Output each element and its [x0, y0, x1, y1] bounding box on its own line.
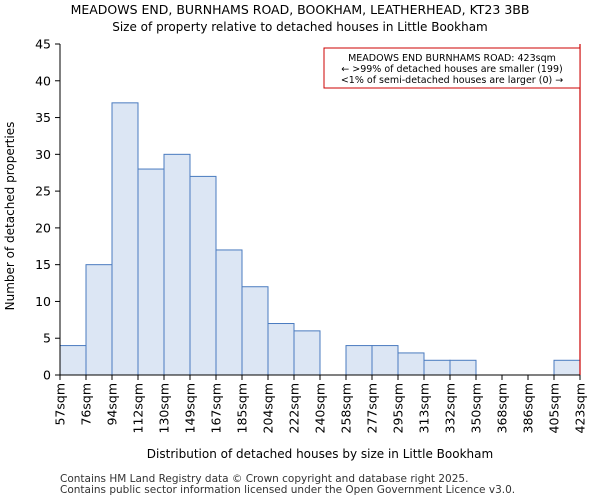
x-tick-label: 277sqm: [365, 383, 380, 433]
bar: [163, 153, 191, 376]
y-tick-label: 10: [35, 294, 51, 309]
y-tick-label: 5: [43, 331, 51, 346]
x-tick-label: 295sqm: [391, 383, 406, 433]
bar: [267, 323, 295, 376]
x-tick-label: 350sqm: [469, 383, 484, 433]
x-tick-label: 112sqm: [131, 383, 146, 433]
bar: [553, 359, 581, 376]
annotation-line-2: ← >99% of detached houses are smaller (1…: [341, 64, 562, 75]
bar: [189, 175, 217, 376]
x-tick-label: 258sqm: [339, 383, 354, 433]
footer-copyright: Contains HM Land Registry data © Crown c…: [60, 473, 469, 485]
bar: [111, 102, 139, 376]
bar: [449, 359, 477, 376]
y-tick-label: 30: [35, 147, 51, 162]
x-axis: 57sqm 76sqm 94sqm 112sqm 130sqm 149sqm 167sqm 1…: [53, 375, 588, 433]
chart-title: MEADOWS END, BURNHAMS ROAD, BOOKHAM, LEA…: [71, 2, 530, 17]
x-tick-label: 405sqm: [547, 383, 562, 433]
x-tick-label: 94sqm: [105, 383, 120, 426]
x-tick-label: 76sqm: [79, 383, 94, 426]
x-tick-label: 130sqm: [157, 383, 172, 433]
y-tick-label: 0: [43, 368, 51, 383]
y-tick-label: 25: [35, 184, 51, 199]
bar: [293, 330, 321, 376]
bar: [371, 345, 399, 376]
y-axis-label: Number of detached properties: [3, 122, 17, 311]
x-tick-label: 204sqm: [261, 383, 276, 433]
y-tick-label: 45: [35, 37, 51, 52]
y-axis: 0 5 10 15 20 25 30 35 40 45: [35, 37, 60, 383]
x-tick-label: 167sqm: [209, 383, 224, 433]
y-tick-label: 20: [35, 220, 51, 235]
y-tick-label: 40: [35, 73, 51, 88]
x-tick-label: 185sqm: [235, 383, 250, 433]
annotation-box: [323, 47, 581, 89]
x-axis-label: Distribution of detached houses by size …: [147, 447, 493, 461]
x-tick-label: 386sqm: [521, 383, 536, 433]
x-tick-label: 240sqm: [313, 383, 328, 433]
x-tick-label: 423sqm: [573, 383, 588, 433]
x-tick-label: 222sqm: [287, 383, 302, 433]
y-tick-label: 35: [35, 110, 51, 125]
chart-subtitle: Size of property relative to detached ho…: [112, 20, 488, 34]
x-tick-label: 368sqm: [495, 383, 510, 433]
annotation-line-1: MEADOWS END BURNHAMS ROAD: 423sqm: [348, 53, 556, 64]
bar: [241, 286, 269, 376]
bar: [215, 249, 243, 376]
y-tick-label: 15: [35, 257, 51, 272]
bar: [345, 345, 373, 376]
x-tick-label: 313sqm: [417, 383, 432, 433]
x-tick-label: 57sqm: [53, 383, 68, 426]
x-tick-label: 149sqm: [183, 383, 198, 433]
annotation-line-3: <1% of semi-detached houses are larger (…: [341, 75, 563, 86]
bar: [423, 359, 451, 376]
footer-licence: Contains public sector information licen…: [60, 484, 516, 496]
x-tick-label: 332sqm: [443, 383, 458, 433]
bar: [59, 345, 87, 376]
bar: [85, 264, 113, 376]
bar: [397, 352, 425, 376]
bars-group: [59, 102, 581, 376]
bar: [137, 168, 165, 376]
